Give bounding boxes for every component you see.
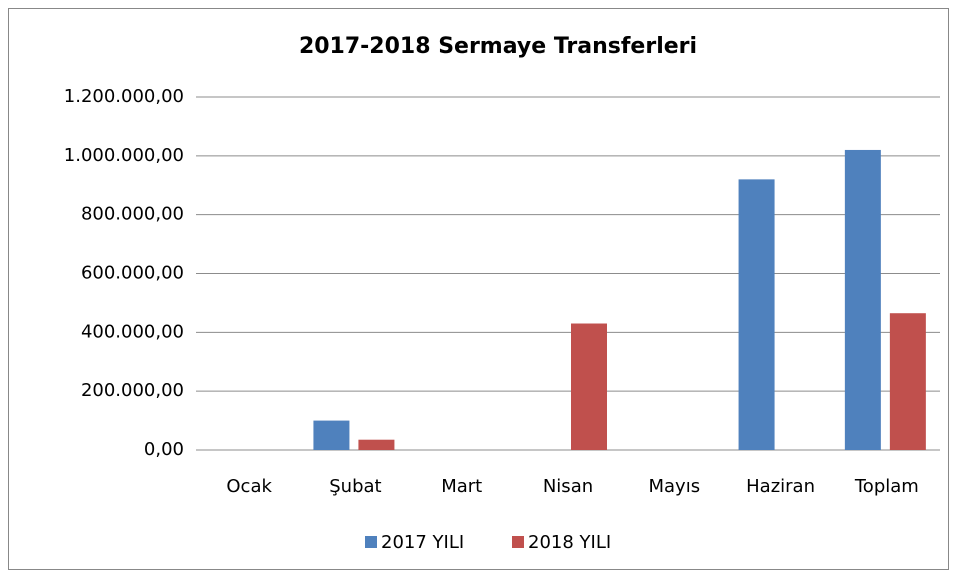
x-tick-label: Nisan [543,476,593,497]
y-tick-label: 200.000,00 [81,380,184,401]
y-tick-label: 800.000,00 [81,204,184,225]
x-tick-label: Şubat [329,476,381,497]
legend-label: 2018 YILI [528,532,611,553]
bar [738,179,775,450]
y-tick-label: 600.000,00 [81,263,184,284]
x-tick-label: Ocak [226,476,272,497]
bar [313,420,350,450]
bar [844,149,881,450]
y-tick-label: 1.200.000,00 [64,86,184,107]
y-tick-label: 1.000.000,00 [64,145,184,166]
legend-label: 2017 YILI [381,532,464,553]
x-tick-label: Haziran [746,476,815,497]
x-tick-label: Toplam [854,476,919,497]
legend-swatch [512,536,524,548]
bar [571,323,607,450]
y-tick-label: 0,00 [144,439,184,460]
y-tick-label: 400.000,00 [81,321,184,342]
x-tick-label: Mart [441,476,482,497]
bar [889,313,926,450]
legend-swatch [365,536,377,548]
chart-title: 2017-2018 Sermaye Transferleri [299,34,697,59]
x-tick-label: Mayıs [648,476,700,497]
chart-border [8,8,949,570]
bar [358,439,395,450]
